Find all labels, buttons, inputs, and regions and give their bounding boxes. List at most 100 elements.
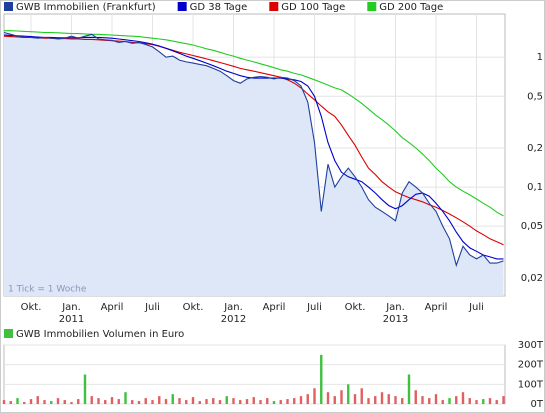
volume-bar	[333, 396, 336, 404]
volume-bar	[272, 401, 276, 404]
volume-bar	[2, 400, 6, 404]
volume-bar	[374, 396, 377, 404]
legend-swatch	[4, 2, 13, 11]
volume-bar	[488, 398, 492, 404]
legend-label: GD 200 Tage	[379, 2, 443, 13]
volume-bar	[461, 392, 465, 404]
volume-bar	[468, 398, 471, 404]
volume-bar	[191, 397, 195, 404]
volume-bar	[225, 396, 228, 404]
volume-bar	[110, 397, 114, 404]
annotation: 1 Tick = 1 Woche	[8, 285, 87, 295]
volume-bar	[347, 384, 350, 404]
volume-bar	[326, 392, 330, 404]
x-tick-label: Okt.	[345, 302, 366, 313]
volume-bar	[232, 398, 235, 404]
volume-bar	[441, 400, 444, 404]
volume-bar	[90, 396, 93, 404]
volume-bar	[239, 400, 242, 404]
x-tick-label: Jan. 2012	[221, 302, 246, 325]
volume-bar	[151, 400, 154, 404]
volume-bar	[428, 398, 431, 404]
volume-bar	[299, 396, 303, 404]
volume-bar	[97, 398, 100, 404]
volume-bar	[279, 400, 282, 404]
x-tick-label: Juli	[144, 302, 160, 313]
volume-bar	[131, 400, 134, 404]
legend-label: GD 38 Tage	[190, 2, 248, 13]
volume-bar	[434, 394, 438, 404]
legend-swatch	[367, 2, 377, 11]
x-tick-label: April	[263, 302, 286, 313]
volume-bar	[401, 398, 404, 404]
volume-bar	[353, 394, 357, 404]
series-line	[4, 30, 504, 217]
volume-bar	[9, 401, 12, 404]
volume-bar	[218, 400, 222, 404]
volume-bar	[252, 397, 255, 404]
volume-bar	[50, 401, 53, 404]
series-line	[3, 34, 504, 260]
volume-bar	[124, 392, 127, 404]
volume-bar	[340, 390, 343, 404]
volume-bar	[56, 398, 60, 404]
volume-bar	[83, 374, 87, 404]
y-tick-label: 1	[537, 52, 543, 63]
y-tick-label: 0T	[531, 399, 544, 410]
price-area	[4, 32, 504, 296]
volume-bar	[407, 374, 411, 404]
volume-bar	[16, 398, 19, 404]
y-tick-label: 0,2	[527, 143, 543, 154]
volume-bar	[414, 390, 417, 404]
x-tick-label: Jan. 2013	[383, 302, 408, 325]
y-tick-label: 0,02	[521, 273, 543, 284]
volume-bar	[475, 400, 478, 404]
x-tick-label-part: 2013	[383, 314, 408, 325]
volume-bar	[502, 396, 505, 404]
volume-bar	[293, 398, 296, 404]
y-tick-label: 100T	[518, 379, 544, 390]
x-tick-label-part: Jan.	[223, 302, 243, 313]
volume-bar	[394, 396, 397, 404]
y-tick-label: 0,05	[521, 221, 543, 232]
y-tick-label: 0,5	[527, 91, 543, 102]
volume-bar	[77, 399, 80, 404]
x-tick-label-part: Jan.	[385, 302, 405, 313]
y-tick-label: 0,1	[527, 182, 543, 193]
volume-bar	[158, 396, 161, 404]
volume-bar	[171, 394, 174, 404]
x-tick-label: Jan. 2011	[59, 302, 84, 325]
x-tick-label: Juli	[306, 302, 322, 313]
x-tick-label-part: 2012	[221, 314, 246, 325]
volume-bar	[266, 398, 269, 404]
volume-bar	[245, 399, 249, 404]
volume-bar	[137, 401, 141, 404]
volume-bar	[104, 400, 107, 404]
volume-bar	[144, 398, 147, 404]
x-tick-label: April	[101, 302, 124, 313]
volume-bar	[482, 399, 485, 404]
volume-bar	[286, 399, 289, 404]
x-tick-label: Okt.	[21, 302, 42, 313]
volume-bar	[164, 399, 168, 404]
volume-bar	[455, 396, 458, 404]
volume-bar	[313, 388, 316, 404]
volume-bar	[36, 396, 39, 404]
volume-bar	[306, 394, 309, 404]
volume-bar	[387, 394, 390, 404]
volume-bar	[198, 401, 201, 404]
volume-bar	[23, 402, 26, 404]
volume-bar	[367, 398, 370, 404]
volume-bar	[185, 400, 188, 404]
legend-label: GD 100 Tage	[281, 2, 345, 13]
legend-swatch	[269, 2, 279, 11]
x-tick-label: Okt.	[183, 302, 204, 313]
volume-bar	[421, 396, 424, 404]
series-line	[3, 35, 504, 246]
volume-bar	[495, 400, 498, 404]
volume-bar	[117, 399, 120, 404]
volume-bar	[178, 398, 181, 404]
volume-bar	[259, 400, 262, 404]
volume-bar	[448, 398, 451, 404]
